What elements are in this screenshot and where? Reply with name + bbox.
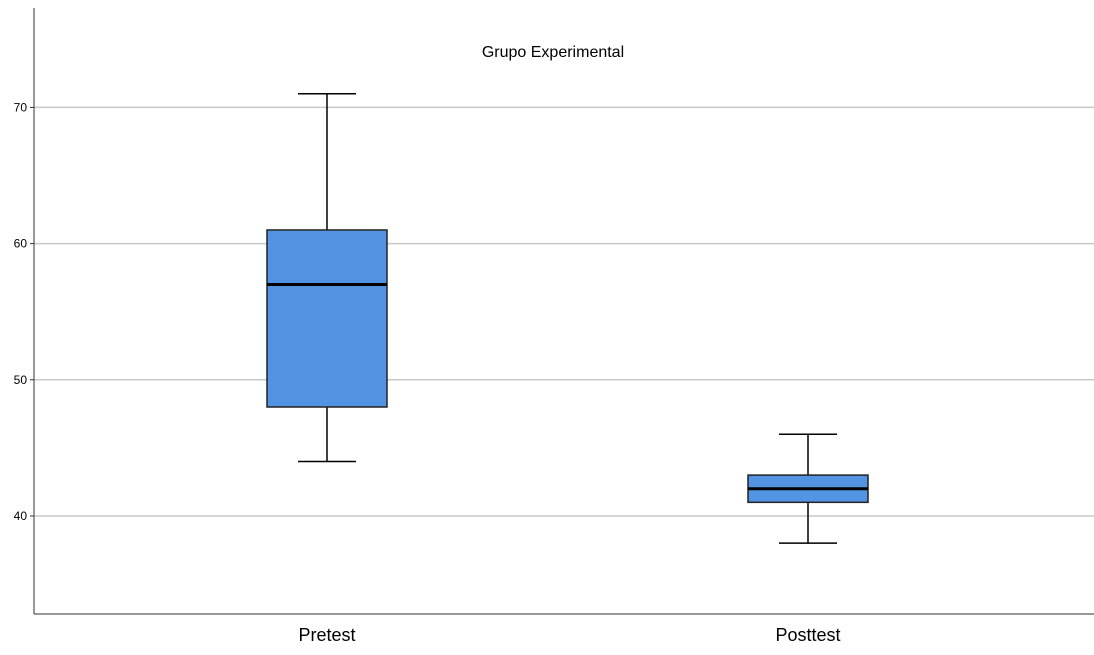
y-tick-label-50: 50 [14,373,28,387]
chart-title: Grupo Experimental [482,44,624,61]
y-tick-label-70: 70 [14,100,28,114]
grid-layer [34,106,1094,517]
y-tick-label-60: 60 [14,237,28,251]
y-tick-label-40: 40 [14,509,28,523]
iqr-box-pretest [266,229,388,408]
category-label-posttest: Posttest [775,625,840,645]
category-layer: Pretest Posttest [298,625,840,645]
box-layer [266,93,869,544]
box-pretest [266,93,388,463]
box-posttest [747,433,869,544]
category-label-pretest: Pretest [298,625,355,645]
tick-layer: 40 50 60 70 [14,100,34,523]
axis-layer [33,8,1094,615]
